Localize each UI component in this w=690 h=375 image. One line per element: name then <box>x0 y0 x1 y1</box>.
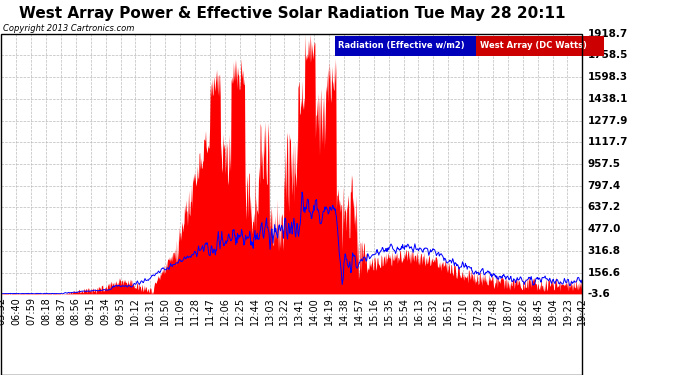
Text: 08:56: 08:56 <box>71 297 81 325</box>
Text: 10:50: 10:50 <box>160 297 170 325</box>
Text: 637.2: 637.2 <box>587 202 621 213</box>
Text: 797.4: 797.4 <box>587 181 621 191</box>
Text: 12:25: 12:25 <box>235 297 245 325</box>
Text: 14:00: 14:00 <box>309 297 319 324</box>
Text: 14:57: 14:57 <box>354 297 364 325</box>
Text: 12:44: 12:44 <box>250 297 259 325</box>
Text: 316.8: 316.8 <box>587 246 620 256</box>
Text: 1918.7: 1918.7 <box>587 29 628 39</box>
Text: 11:47: 11:47 <box>205 297 215 325</box>
Text: 1758.5: 1758.5 <box>587 51 628 60</box>
Text: 11:09: 11:09 <box>175 297 185 324</box>
Text: 05:52: 05:52 <box>0 297 6 325</box>
Text: -3.6: -3.6 <box>587 290 610 299</box>
Text: 19:42: 19:42 <box>578 297 587 325</box>
Text: 19:04: 19:04 <box>548 297 558 324</box>
Text: 13:41: 13:41 <box>295 297 304 324</box>
Text: 156.6: 156.6 <box>587 268 620 278</box>
Text: Radiation (Effective w/m2): Radiation (Effective w/m2) <box>338 41 465 50</box>
Text: 13:03: 13:03 <box>264 297 275 324</box>
Text: 15:16: 15:16 <box>368 297 379 325</box>
Text: 19:23: 19:23 <box>562 297 573 325</box>
Text: 09:34: 09:34 <box>101 297 110 324</box>
Text: 17:10: 17:10 <box>458 297 469 325</box>
Text: 17:29: 17:29 <box>473 297 483 325</box>
Text: 14:38: 14:38 <box>339 297 349 324</box>
Text: 08:18: 08:18 <box>41 297 51 324</box>
Text: 14:19: 14:19 <box>324 297 334 324</box>
Text: West Array (DC Watts): West Array (DC Watts) <box>480 41 586 50</box>
Text: 18:07: 18:07 <box>503 297 513 325</box>
Text: 07:59: 07:59 <box>26 297 36 325</box>
Text: 08:37: 08:37 <box>56 297 66 325</box>
Text: 12:06: 12:06 <box>220 297 230 325</box>
Text: 06:40: 06:40 <box>11 297 21 324</box>
Text: 477.0: 477.0 <box>587 224 621 234</box>
Text: 15:54: 15:54 <box>399 297 408 325</box>
Text: 18:45: 18:45 <box>533 297 542 325</box>
Text: 09:15: 09:15 <box>86 297 96 325</box>
Text: 957.5: 957.5 <box>587 159 620 169</box>
Text: 10:31: 10:31 <box>146 297 155 324</box>
Text: 1117.7: 1117.7 <box>587 137 628 147</box>
Text: 13:22: 13:22 <box>279 297 289 325</box>
Text: 11:28: 11:28 <box>190 297 200 325</box>
Text: West Array Power & Effective Solar Radiation Tue May 28 20:11: West Array Power & Effective Solar Radia… <box>19 6 565 21</box>
Text: 1598.3: 1598.3 <box>587 72 628 82</box>
Text: 18:26: 18:26 <box>518 297 528 325</box>
Text: 10:12: 10:12 <box>130 297 141 325</box>
Text: 16:32: 16:32 <box>428 297 438 325</box>
Text: 16:13: 16:13 <box>413 297 424 324</box>
Text: 09:53: 09:53 <box>115 297 126 325</box>
Text: 17:48: 17:48 <box>488 297 498 325</box>
Text: 16:51: 16:51 <box>443 297 453 325</box>
Text: 1277.9: 1277.9 <box>587 116 628 126</box>
Text: 15:35: 15:35 <box>384 297 394 325</box>
Text: 1438.1: 1438.1 <box>587 94 628 104</box>
Text: Copyright 2013 Cartronics.com: Copyright 2013 Cartronics.com <box>3 24 134 33</box>
